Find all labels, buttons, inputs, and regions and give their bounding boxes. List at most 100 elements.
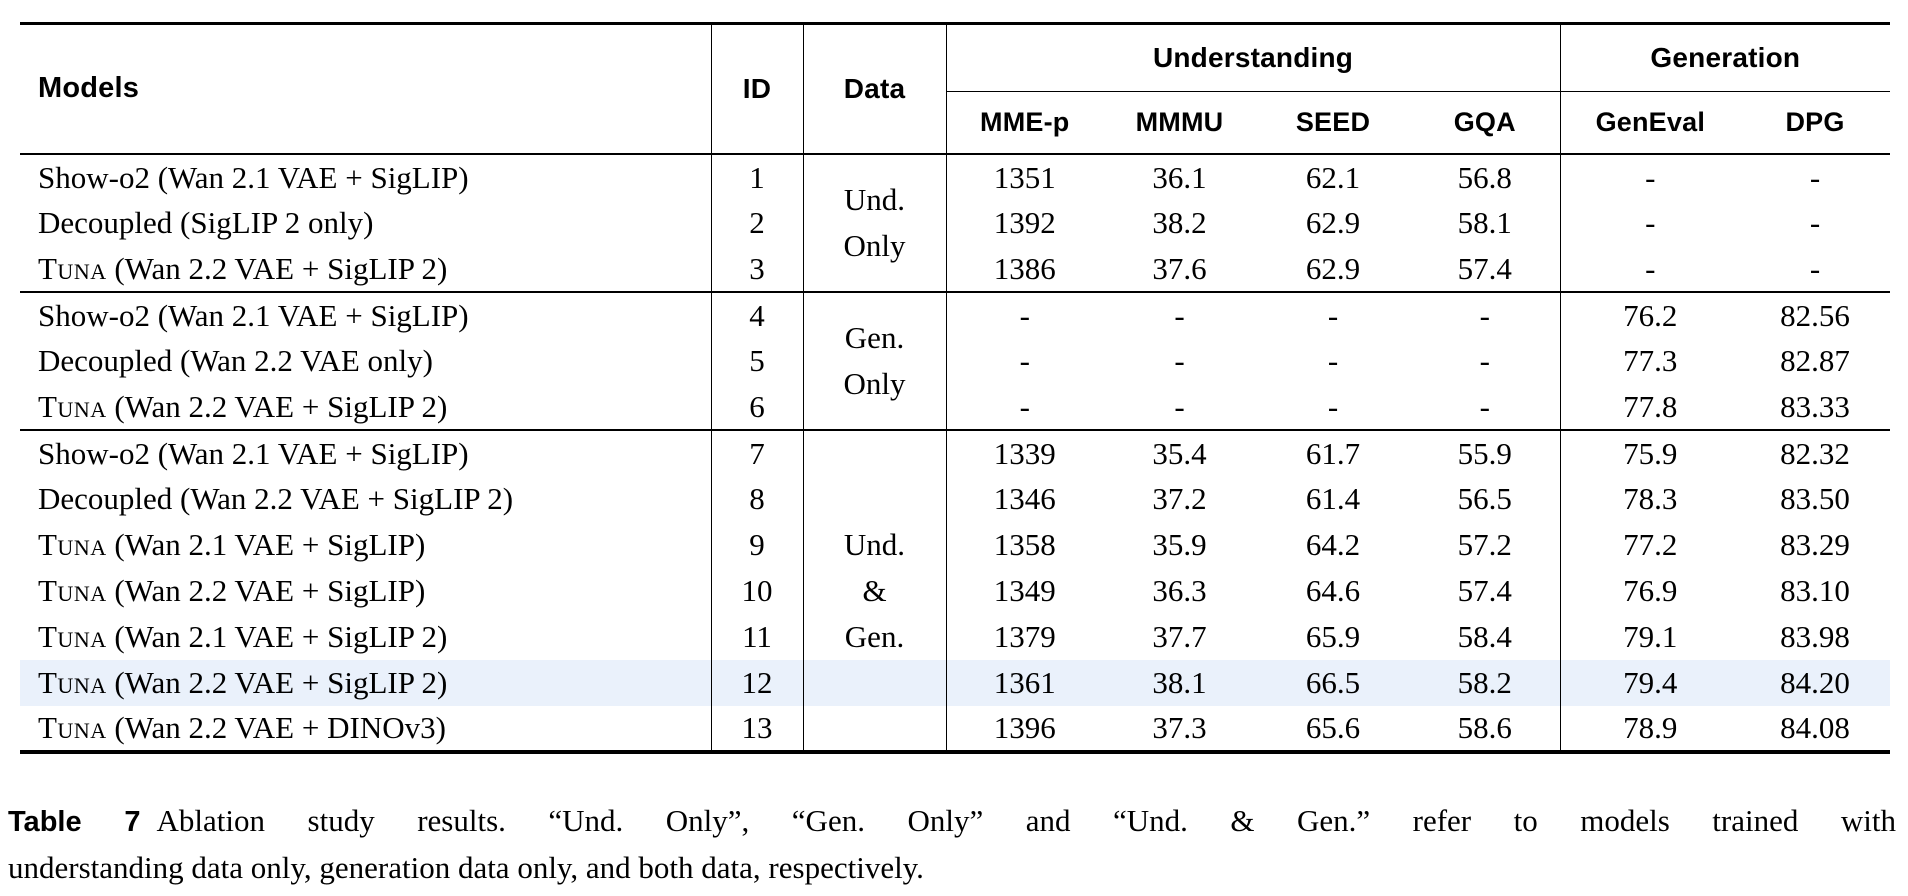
model-cell: Decoupled (Wan 2.2 VAE + SigLIP 2) <box>20 475 712 522</box>
header-row-groups: Models ID Data Understanding Generation <box>20 23 1891 154</box>
id-cell: 10 <box>711 567 804 614</box>
metric-cell-geneval: 77.3 <box>1623 343 1678 378</box>
metric-cell-gqa: - <box>1410 291 1561 338</box>
metric-cell-gqa: 58.6 <box>1410 705 1561 752</box>
table-row: Tuna (Wan 2.2 VAE + SigLIP 2) 3 1386 37.6 62… <box>20 245 1890 292</box>
model-name-smallcaps: Tuna <box>38 710 107 745</box>
data-mode-cell: Gen. Only <box>803 291 947 430</box>
model-name-text: (Wan 2.2 VAE + SigLIP 2) <box>106 665 448 700</box>
metric-cell-dpg: 83.33 <box>1780 388 1850 424</box>
header-metric-dpg: DPG <box>1785 106 1845 137</box>
metric-cell-mmmu: 36.1 <box>1152 159 1207 195</box>
header-data: Data <box>803 23 947 154</box>
header-metric-mme-p: MME-p <box>980 106 1070 137</box>
metric-cell-seed: 66.5 <box>1256 659 1410 706</box>
model-cell: Show-o2 (Wan 2.1 VAE + SigLIP) <box>20 291 712 338</box>
model-cell: Decoupled (Wan 2.2 VAE only) <box>20 337 712 384</box>
data-mode-cell: Und. <box>803 521 947 568</box>
model-name-text: Show-o2 (Wan 2.1 VAE + SigLIP) <box>38 435 469 471</box>
metric-cell-mme-p: 1379 <box>993 619 1056 654</box>
metric-cell-gqa: - <box>1410 383 1561 430</box>
caption-text-2: understanding data only, generation data… <box>8 850 924 885</box>
table-row: Tuna (Wan 2.2 VAE + SigLIP 2) 12 1361 38.1 6… <box>20 659 1891 706</box>
metric-cell-dpg: 82.87 <box>1780 343 1850 378</box>
metric-cell-mme-p: 1351 <box>993 159 1056 195</box>
data-mode-cell <box>803 705 947 752</box>
model-cell: Tuna (Wan 2.2 VAE + SigLIP 2) <box>20 659 712 706</box>
table-group-2: Show-o2 (Wan 2.1 VAE + SigLIP) 4 Gen. Only -… <box>20 291 1891 430</box>
metric-cell-seed: - <box>1327 388 1339 424</box>
metric-cell-seed: 61.4 <box>1305 481 1361 516</box>
metric-cell-mmmu: 38.2 <box>1152 205 1207 240</box>
metric-cell-gqa: 58.2 <box>1410 659 1561 706</box>
metric-cell-gqa: 57.4 <box>1410 245 1561 292</box>
model-cell: Show-o2 (Wan 2.1 VAE + SigLIP) <box>20 153 712 200</box>
metric-cell-mme-p: 1346 <box>993 481 1056 516</box>
table-row: Tuna (Wan 2.1 VAE + SigLIP) 9 Und. 1358 35.9… <box>20 521 1890 568</box>
caption-line-1: Table 7 Ablation study results. “Und. Onl… <box>8 798 1896 845</box>
model-cell: Tuna (Wan 2.2 VAE + DINOv3) <box>20 705 712 752</box>
model-name-text: (Wan 2.2 VAE + DINOv3) <box>106 710 446 745</box>
model-cell: Tuna (Wan 2.1 VAE + SigLIP 2) <box>20 613 712 660</box>
model-cell: Tuna (Wan 2.1 VAE + SigLIP) <box>20 521 712 568</box>
model-cell: Tuna (Wan 2.2 VAE + SigLIP) <box>20 567 712 614</box>
model-name-text: Decoupled (Wan 2.2 VAE + SigLIP 2) <box>38 481 514 516</box>
table-group-1: Show-o2 (Wan 2.1 VAE + SigLIP) 1 Und. Only 1… <box>20 153 1890 292</box>
metric-cell-gqa: 55.9 <box>1410 429 1561 476</box>
table-row: Show-o2 (Wan 2.1 VAE + SigLIP) 7 1339 35.4 6… <box>20 429 1890 476</box>
metric-cell-gqa: 57.4 <box>1410 567 1561 614</box>
model-name-text: Show-o2 (Wan 2.1 VAE + SigLIP) <box>38 159 469 195</box>
ablation-table-container: Models ID Data Understanding Generation … <box>20 22 1891 754</box>
metric-cell-gqa: 56.8 <box>1410 153 1561 200</box>
id-cell: 12 <box>711 659 804 706</box>
metric-cell-dpg: 84.20 <box>1740 659 1891 706</box>
header-id: ID <box>711 23 804 154</box>
metric-cell-mmmu: 37.3 <box>1152 710 1207 745</box>
metric-cell-mmmu: 35.9 <box>1152 527 1207 562</box>
table-caption: Table 7 Ablation study results. “Und. Onl… <box>8 798 1896 890</box>
header-metric-gqa: GQA <box>1410 91 1561 154</box>
table-row: Tuna (Wan 2.2 VAE + SigLIP 2) 6- - - -77.8 83… <box>20 383 1890 430</box>
model-name-text: (Wan 2.1 VAE + SigLIP) <box>106 527 426 562</box>
data-mode-cell: Gen. <box>803 613 947 660</box>
metric-cell-geneval: 79.1 <box>1623 619 1678 654</box>
metric-cell-seed: 62.1 <box>1305 159 1361 195</box>
metric-cell-mme-p: 1392 <box>993 205 1056 240</box>
id-cell: 6 <box>711 383 804 430</box>
model-name-smallcaps: Tuna <box>38 665 107 700</box>
id-cell: 5 <box>711 337 804 384</box>
model-name-text: Decoupled (Wan 2.2 VAE only) <box>38 343 433 378</box>
table-row: Tuna (Wan 2.2 VAE + SigLIP) 10 & 1349 36.3 64… <box>20 567 1890 614</box>
metric-cell-mme-p: 1361 <box>946 659 1103 706</box>
model-name-text: (Wan 2.1 VAE + SigLIP 2) <box>106 619 448 654</box>
model-name-text: Decoupled (SigLIP 2 only) <box>38 205 374 240</box>
metric-cell-mmmu: - <box>1174 297 1185 333</box>
header-row-metrics: MME-p MMMU SEED GQA GenEval DPG <box>20 91 1890 154</box>
metric-cell-dpg: 83.50 <box>1780 481 1850 516</box>
metric-cell-seed: 64.6 <box>1305 573 1361 608</box>
id-cell: 3 <box>711 245 804 292</box>
metric-cell-geneval: - <box>1645 205 1656 240</box>
id-cell: 9 <box>711 521 804 568</box>
metric-cell-mme-p: 1386 <box>993 250 1056 286</box>
metric-cell-dpg: 82.32 <box>1780 435 1850 471</box>
metric-cell-seed: 64.2 <box>1305 527 1361 562</box>
metric-cell-dpg: 82.56 <box>1780 297 1850 333</box>
id-cell: 1 <box>711 153 804 200</box>
id-cell: 7 <box>711 429 804 476</box>
metric-cell-seed: 65.9 <box>1305 619 1361 654</box>
metric-cell-mme-p: 1358 <box>993 527 1056 562</box>
metric-cell-geneval: 76.2 <box>1623 297 1678 333</box>
metric-cell-seed: 65.6 <box>1305 710 1361 745</box>
table-row: Tuna (Wan 2.1 VAE + SigLIP 2) 11 Gen. 1379 3… <box>20 613 1890 660</box>
metric-cell-geneval: - <box>1645 250 1656 286</box>
metric-cell-mmmu: 37.2 <box>1152 481 1207 516</box>
metric-cell-dpg: - <box>1809 250 1821 286</box>
metric-cell-seed: 61.7 <box>1305 435 1361 471</box>
model-name-smallcaps: Tuna <box>38 573 107 608</box>
header-group-generation: Generation <box>1560 23 1891 92</box>
table-row: Decoupled (SigLIP 2 only) 2 1392 38.2 62.9 58… <box>20 199 1890 246</box>
id-cell: 11 <box>711 613 804 660</box>
metric-cell-mmmu: 37.6 <box>1152 250 1207 286</box>
metric-cell-mme-p: - <box>1019 343 1030 378</box>
